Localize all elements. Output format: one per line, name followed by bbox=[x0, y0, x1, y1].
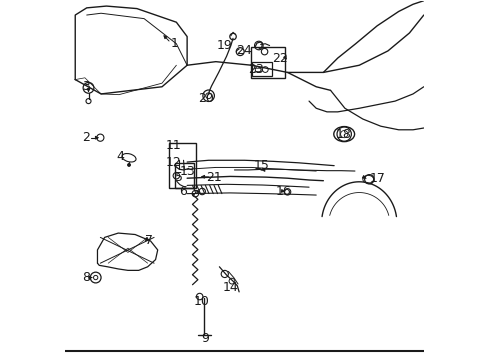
Bar bbox=[174, 163, 194, 188]
Text: 9: 9 bbox=[201, 332, 208, 345]
Text: 2: 2 bbox=[81, 131, 89, 144]
Text: 11: 11 bbox=[165, 139, 181, 152]
Text: 7: 7 bbox=[145, 234, 153, 247]
Text: 23: 23 bbox=[247, 63, 264, 76]
Text: 8: 8 bbox=[81, 271, 89, 284]
Text: 3: 3 bbox=[81, 80, 89, 93]
Text: 6: 6 bbox=[179, 185, 186, 198]
Text: 19: 19 bbox=[217, 39, 232, 52]
Text: 13: 13 bbox=[179, 165, 195, 177]
Text: 20: 20 bbox=[198, 92, 214, 105]
Bar bbox=[250, 47, 285, 78]
Text: 10: 10 bbox=[193, 296, 209, 309]
Bar bbox=[169, 143, 196, 188]
Circle shape bbox=[127, 163, 130, 166]
Text: 4: 4 bbox=[117, 150, 124, 163]
Text: 14: 14 bbox=[222, 281, 238, 294]
Text: 24: 24 bbox=[235, 44, 251, 57]
Text: 18: 18 bbox=[334, 127, 350, 141]
Text: 22: 22 bbox=[272, 51, 287, 64]
Text: 16: 16 bbox=[275, 185, 290, 198]
Text: 17: 17 bbox=[368, 172, 385, 185]
Text: 1: 1 bbox=[170, 37, 178, 50]
Text: 15: 15 bbox=[253, 159, 269, 172]
Text: 12: 12 bbox=[165, 156, 181, 169]
Text: 21: 21 bbox=[206, 171, 222, 184]
Bar bbox=[252, 62, 271, 76]
Text: 5: 5 bbox=[175, 171, 183, 184]
